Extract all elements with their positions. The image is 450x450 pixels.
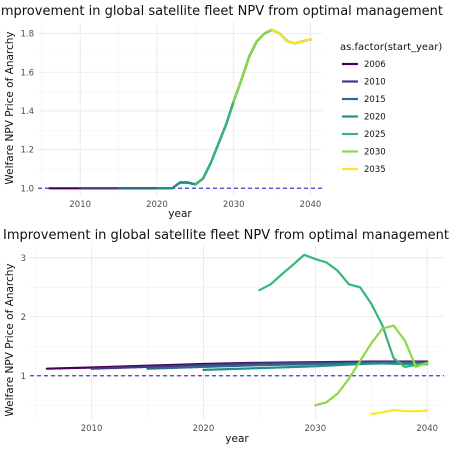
bottom-chart-x-tick-label: 2040 bbox=[416, 424, 438, 434]
bottom-chart-x-ticks: 2010 2020 2030 2040 bbox=[81, 424, 438, 434]
top-chart-y-tick-label: 1.4 bbox=[20, 107, 34, 117]
top-chart-y-ticks: 1.0 1.2 1.4 1.6 1.8 bbox=[20, 30, 34, 195]
legend-label-2015: 2015 bbox=[364, 95, 386, 105]
bottom-chart-series-line-2035 bbox=[371, 410, 427, 414]
top-chart-grid bbox=[38, 22, 322, 196]
top-chart-x-label: year bbox=[168, 208, 192, 220]
top-chart-y-label: Welfare NPV Price of Anarchy bbox=[4, 31, 16, 184]
legend-label-2025: 2025 bbox=[364, 130, 386, 140]
top-chart-x-tick-label: 2030 bbox=[223, 200, 245, 210]
top-chart-series-line-2035 bbox=[272, 30, 310, 44]
legend-label-2006: 2006 bbox=[364, 60, 386, 70]
top-chart-y-tick-label: 1.6 bbox=[20, 68, 34, 78]
top-chart-x-tick-label: 2040 bbox=[300, 200, 322, 210]
legend-label-2010: 2010 bbox=[364, 78, 386, 88]
bottom-chart-y-tick-label: 3 bbox=[21, 254, 26, 264]
bottom-chart-series bbox=[47, 255, 427, 414]
top-chart-title: Improvement in global satellite fleet NP… bbox=[0, 4, 443, 19]
bottom-chart-panel: Improvement in global satellite fleet NP… bbox=[3, 228, 449, 445]
bottom-chart-grid bbox=[30, 246, 444, 420]
legend-label-2030: 2030 bbox=[364, 148, 386, 158]
bottom-chart-x-label: year bbox=[225, 433, 249, 445]
bottom-chart-y-ticks: 1 2 3 bbox=[21, 254, 26, 382]
bottom-chart-x-tick-label: 2030 bbox=[305, 424, 327, 434]
bottom-chart-y-tick-label: 1 bbox=[21, 372, 26, 382]
bottom-chart-title: Improvement in global satellite fleet NP… bbox=[3, 228, 449, 243]
legend-label-2020: 2020 bbox=[364, 113, 386, 123]
bottom-chart-y-tick-label: 2 bbox=[21, 313, 26, 323]
top-chart-legend: as.factor(start_year) 2006 2010 2015 2020 20… bbox=[340, 42, 442, 175]
legend-label-2035: 2035 bbox=[364, 165, 386, 175]
bottom-chart-y-label: Welfare NPV Price of Anarchy bbox=[4, 263, 16, 416]
top-chart-series-line-2015 bbox=[119, 30, 311, 189]
top-chart-x-tick-label: 2010 bbox=[69, 200, 91, 210]
top-chart-y-tick-label: 1.2 bbox=[20, 146, 34, 156]
bottom-chart-x-tick-label: 2020 bbox=[193, 424, 215, 434]
top-chart-y-tick-label: 1.8 bbox=[20, 30, 34, 40]
top-chart-panel: Improvement in global satellite fleet NP… bbox=[0, 4, 443, 220]
top-chart-x-tick-label: 2020 bbox=[146, 200, 168, 210]
bottom-chart-series-line-2025 bbox=[259, 255, 427, 367]
top-chart-y-tick-label: 1.0 bbox=[20, 184, 34, 194]
bottom-chart-x-tick-label: 2010 bbox=[81, 424, 103, 434]
top-chart-series bbox=[50, 30, 311, 189]
top-chart-x-ticks: 2010 2020 2030 2040 bbox=[69, 200, 321, 210]
top-chart-series-line-2006 bbox=[50, 30, 311, 189]
legend-title: as.factor(start_year) bbox=[340, 42, 442, 53]
